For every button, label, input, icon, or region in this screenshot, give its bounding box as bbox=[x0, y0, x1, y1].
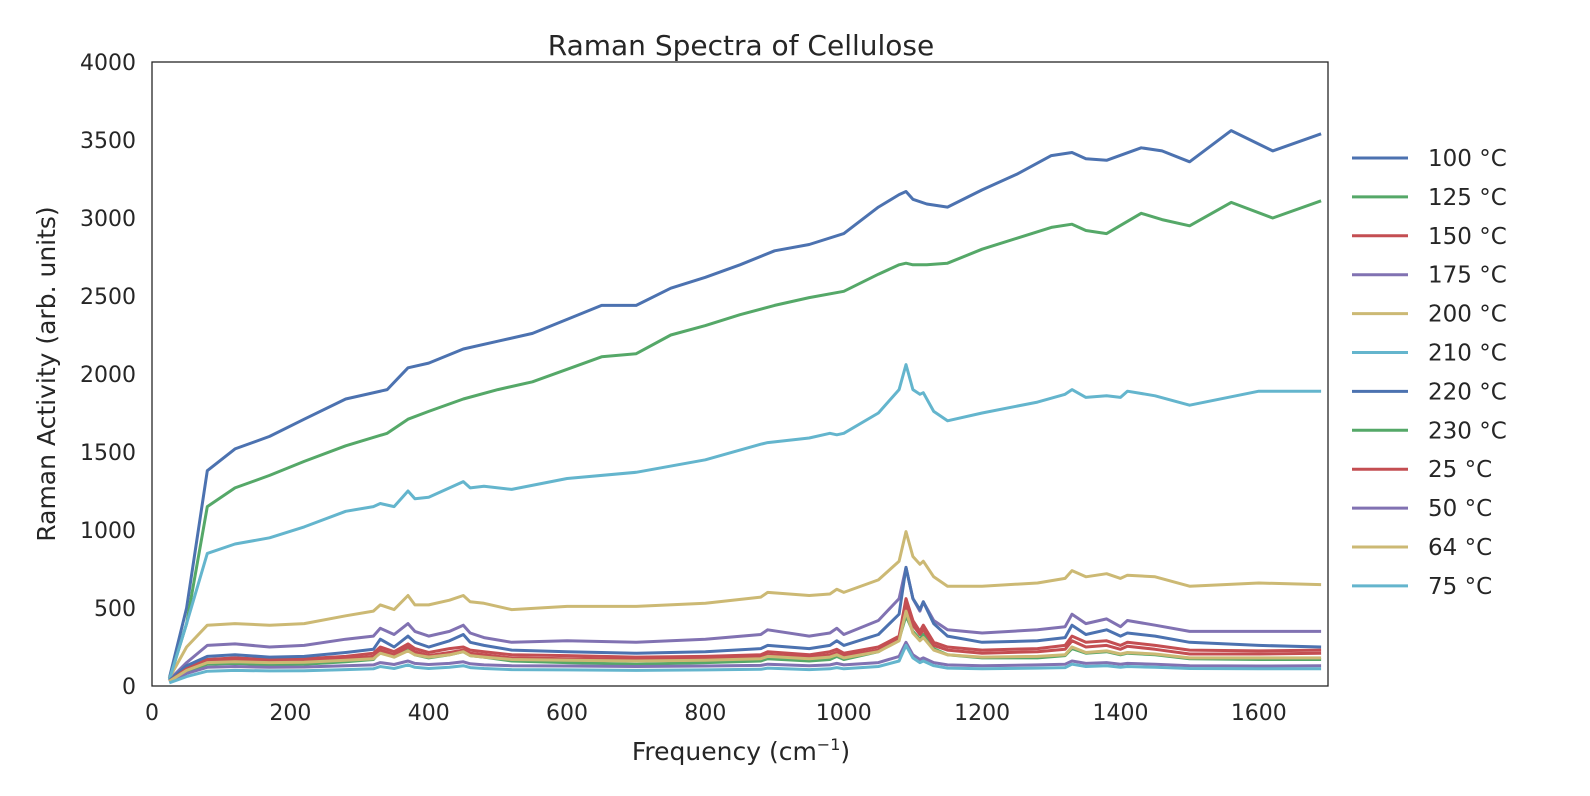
plot-area bbox=[151, 61, 1329, 687]
legend-label: 50 °C bbox=[1428, 496, 1492, 522]
x-axis-title-main: Frequency (cm bbox=[632, 737, 817, 766]
y-tick-label: 1500 bbox=[80, 441, 136, 466]
x-axis-title: Frequency (cm−1) bbox=[632, 735, 850, 766]
x-tick-label: 1400 bbox=[1092, 701, 1148, 726]
legend-label: 175 °C bbox=[1428, 263, 1507, 289]
legend-label: 64 °C bbox=[1428, 535, 1492, 561]
x-tick-label: 200 bbox=[269, 701, 311, 726]
x-tick-label: 1600 bbox=[1231, 701, 1287, 726]
legend-label: 220 °C bbox=[1428, 379, 1507, 405]
x-axis: 0 200 400 600 800 1000 1200 1400 1600 bbox=[145, 701, 1287, 726]
y-tick-label: 500 bbox=[94, 597, 136, 622]
y-tick-label: 0 bbox=[122, 675, 136, 700]
series-line-50-c bbox=[168, 640, 1322, 684]
series-line-25-c bbox=[168, 603, 1322, 683]
x-tick-label: 800 bbox=[684, 701, 726, 726]
x-axis-title-superscript: −1 bbox=[817, 735, 841, 754]
y-tick-label: 1000 bbox=[80, 519, 136, 544]
y-tick-label: 3000 bbox=[80, 207, 136, 232]
chart-title: Raman Spectra of Cellulose bbox=[548, 29, 935, 62]
legend-label: 200 °C bbox=[1428, 302, 1507, 328]
series-line-175-c bbox=[168, 565, 1322, 681]
series-line-100-c bbox=[167, 129, 1322, 679]
x-tick-label: 400 bbox=[408, 701, 450, 726]
series-line-200-c bbox=[167, 530, 1322, 679]
legend-label: 75 °C bbox=[1428, 574, 1492, 600]
series-line-64-c bbox=[168, 609, 1322, 683]
legend-label: 25 °C bbox=[1428, 457, 1492, 483]
legend-label: 125 °C bbox=[1428, 185, 1507, 211]
y-axis-title: Raman Activity (arb. units) bbox=[32, 206, 61, 541]
x-tick-label: 600 bbox=[546, 701, 588, 726]
x-tick-label: 1200 bbox=[954, 701, 1010, 726]
legend-label: 210 °C bbox=[1428, 341, 1507, 367]
y-tick-label: 2000 bbox=[80, 363, 136, 388]
x-tick-label: 0 bbox=[145, 701, 159, 726]
legend-label: 230 °C bbox=[1428, 418, 1507, 444]
legend: 100 °C 125 °C 150 °C 175 °C 200 °C 210 °C 220 … bbox=[1352, 146, 1507, 600]
series-line-210-c bbox=[167, 363, 1322, 681]
series-line-150-c bbox=[168, 597, 1322, 683]
y-tick-label: 2500 bbox=[80, 285, 136, 310]
legend-label: 150 °C bbox=[1428, 224, 1507, 250]
legend-label: 100 °C bbox=[1428, 146, 1507, 172]
plot-frame bbox=[151, 61, 1329, 687]
series-line-75-c bbox=[168, 643, 1322, 685]
series-line-220-c bbox=[168, 565, 1322, 682]
x-axis-title-end: ) bbox=[840, 737, 850, 766]
y-tick-label: 4000 bbox=[80, 51, 136, 76]
y-tick-label: 3500 bbox=[80, 129, 136, 154]
y-axis: 0 500 1000 1500 2000 2500 3000 3500 4000 bbox=[80, 51, 136, 700]
series-line-125-c bbox=[167, 199, 1322, 681]
x-tick-label: 1000 bbox=[816, 701, 872, 726]
